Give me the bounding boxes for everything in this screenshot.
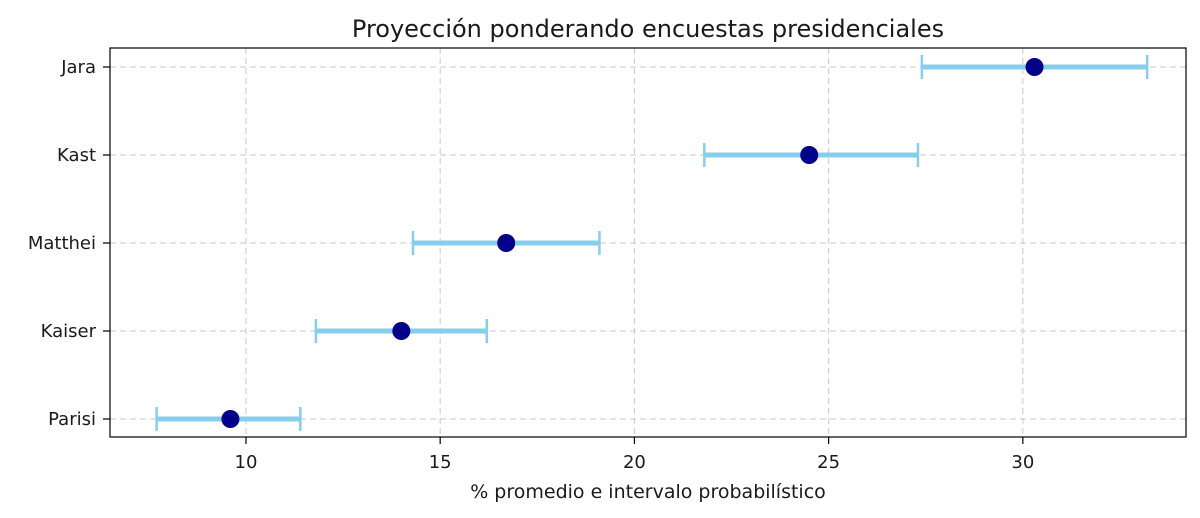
x-axis-label: % promedio e intervalo probabilístico [470,481,826,503]
y-tick-label: Matthei [28,233,96,254]
y-axis-ticks: Jara Kast Matthei Kaiser Parisi [28,57,110,430]
x-axis-ticks: 10 15 20 25 30 [235,437,1034,473]
mean-point [221,410,240,428]
y-tick-label: Kaiser [41,321,97,342]
x-tick-label: 20 [623,452,646,473]
y-tick-label: Parisi [48,409,96,430]
mean-point [1025,58,1044,76]
mean-point [392,322,411,340]
x-tick-label: 30 [1011,452,1034,473]
y-tick-label: Kast [57,145,96,166]
data-points [221,58,1044,428]
mean-point [800,146,819,164]
grid-lines [110,48,1186,437]
x-tick-label: 25 [817,452,840,473]
mean-point [497,234,516,252]
x-tick-label: 15 [429,452,452,473]
chart-title: Proyección ponderando encuestas presiden… [352,15,944,43]
y-tick-label: Jara [60,57,96,78]
x-tick-label: 10 [235,452,258,473]
